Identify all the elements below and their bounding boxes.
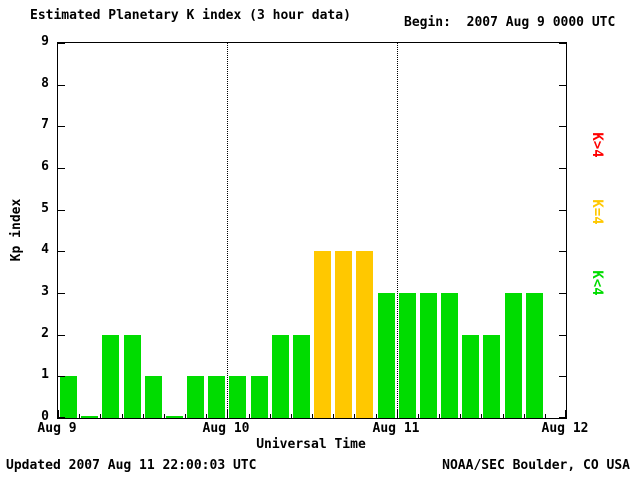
x-minor-tick: [481, 414, 482, 418]
x-minor-tick: [333, 414, 334, 418]
kp-bar: [250, 376, 268, 418]
kp-bar: [377, 293, 395, 418]
y-tick: [559, 168, 566, 169]
x-tick-label-aug9: Aug 9: [37, 421, 77, 436]
y-tick-label: 6: [41, 159, 49, 174]
x-minor-tick: [460, 414, 461, 418]
x-minor-tick: [270, 414, 271, 418]
x-minor-tick: [206, 414, 207, 418]
y-tick: [559, 417, 566, 418]
legend-k-gt-4: K>4: [589, 132, 605, 158]
x-minor-tick: [122, 414, 123, 418]
y-tick-label: 9: [41, 34, 49, 49]
y-tick: [58, 335, 65, 336]
kp-bar: [144, 376, 162, 418]
y-tick: [559, 335, 566, 336]
x-minor-tick: [503, 414, 504, 418]
day-boundary-line: [227, 43, 228, 418]
begin-timestamp: Begin: 2007 Aug 9 0000 UTC: [404, 15, 616, 30]
y-tick-label: 5: [41, 201, 49, 216]
x-axis-label: Universal Time: [256, 437, 366, 452]
kp-bar: [229, 376, 247, 418]
x-minor-tick: [291, 414, 292, 418]
updated-timestamp: Updated 2007 Aug 11 22:00:03 UTC: [6, 458, 257, 473]
x-minor-tick: [164, 414, 165, 418]
x-minor-tick: [545, 414, 546, 418]
legend-k-eq-4: K=4: [589, 199, 605, 225]
y-tick: [559, 376, 566, 377]
kp-bar: [208, 376, 226, 418]
kp-bar: [102, 335, 120, 418]
x-minor-tick: [418, 414, 419, 418]
x-minor-tick: [312, 414, 313, 418]
x-minor-tick: [100, 414, 101, 418]
kp-bar: [483, 335, 501, 418]
y-tick-label: 0: [41, 409, 49, 424]
x-minor-tick: [185, 414, 186, 418]
x-minor-tick: [354, 414, 355, 418]
y-tick-label: 4: [41, 242, 49, 257]
kp-bar: [419, 293, 437, 418]
x-day-tick: [397, 410, 398, 418]
y-tick: [58, 126, 65, 127]
kp-bar: [462, 335, 480, 418]
x-tick-label-aug12: Aug 12: [541, 421, 589, 436]
y-tick-label: 7: [41, 117, 49, 132]
x-tick-label-aug10: Aug 10: [202, 421, 250, 436]
y-tick: [559, 210, 566, 211]
x-minor-tick: [143, 414, 144, 418]
kp-bar: [187, 376, 205, 418]
legend-k-lt-4: K<4: [589, 270, 605, 296]
y-tick: [58, 168, 65, 169]
chart-title: Estimated Planetary K index (3 hour data…: [30, 8, 351, 23]
y-tick: [58, 43, 65, 44]
y-tick-label: 2: [41, 326, 49, 341]
kp-bar: [60, 376, 78, 418]
kp-bar: [504, 293, 522, 418]
x-day-tick: [565, 410, 566, 418]
y-axis-label: Kp index: [9, 198, 24, 262]
kp-bar: [356, 251, 374, 418]
y-tick-label: 8: [41, 76, 49, 91]
y-tick: [58, 417, 65, 418]
kp-bar: [398, 293, 416, 418]
credit-text: NOAA/SEC Boulder, CO USA: [442, 458, 630, 473]
plot-area: [57, 42, 567, 419]
y-tick: [559, 126, 566, 127]
kp-bar: [292, 335, 310, 418]
y-tick: [58, 376, 65, 377]
y-tick: [58, 251, 65, 252]
y-tick: [58, 293, 65, 294]
kp-bar: [123, 335, 141, 418]
x-day-tick: [58, 410, 59, 418]
kp-bar: [81, 416, 99, 418]
y-tick: [559, 293, 566, 294]
kp-bar: [525, 293, 543, 418]
kp-bar: [271, 335, 289, 418]
y-tick: [559, 43, 566, 44]
y-tick: [58, 210, 65, 211]
y-tick: [559, 85, 566, 86]
y-tick: [559, 251, 566, 252]
day-boundary-line: [397, 43, 398, 418]
x-day-tick: [227, 410, 228, 418]
y-tick: [58, 85, 65, 86]
kp-bar: [314, 251, 332, 418]
x-minor-tick: [79, 414, 80, 418]
kp-bar: [165, 416, 183, 418]
y-tick-label: 1: [41, 367, 49, 382]
y-tick-label: 3: [41, 284, 49, 299]
kp-bar: [335, 251, 353, 418]
x-minor-tick: [376, 414, 377, 418]
kp-bar: [441, 293, 459, 418]
x-minor-tick: [249, 414, 250, 418]
x-minor-tick: [439, 414, 440, 418]
x-minor-tick: [524, 414, 525, 418]
x-tick-label-aug11: Aug 11: [372, 421, 420, 436]
